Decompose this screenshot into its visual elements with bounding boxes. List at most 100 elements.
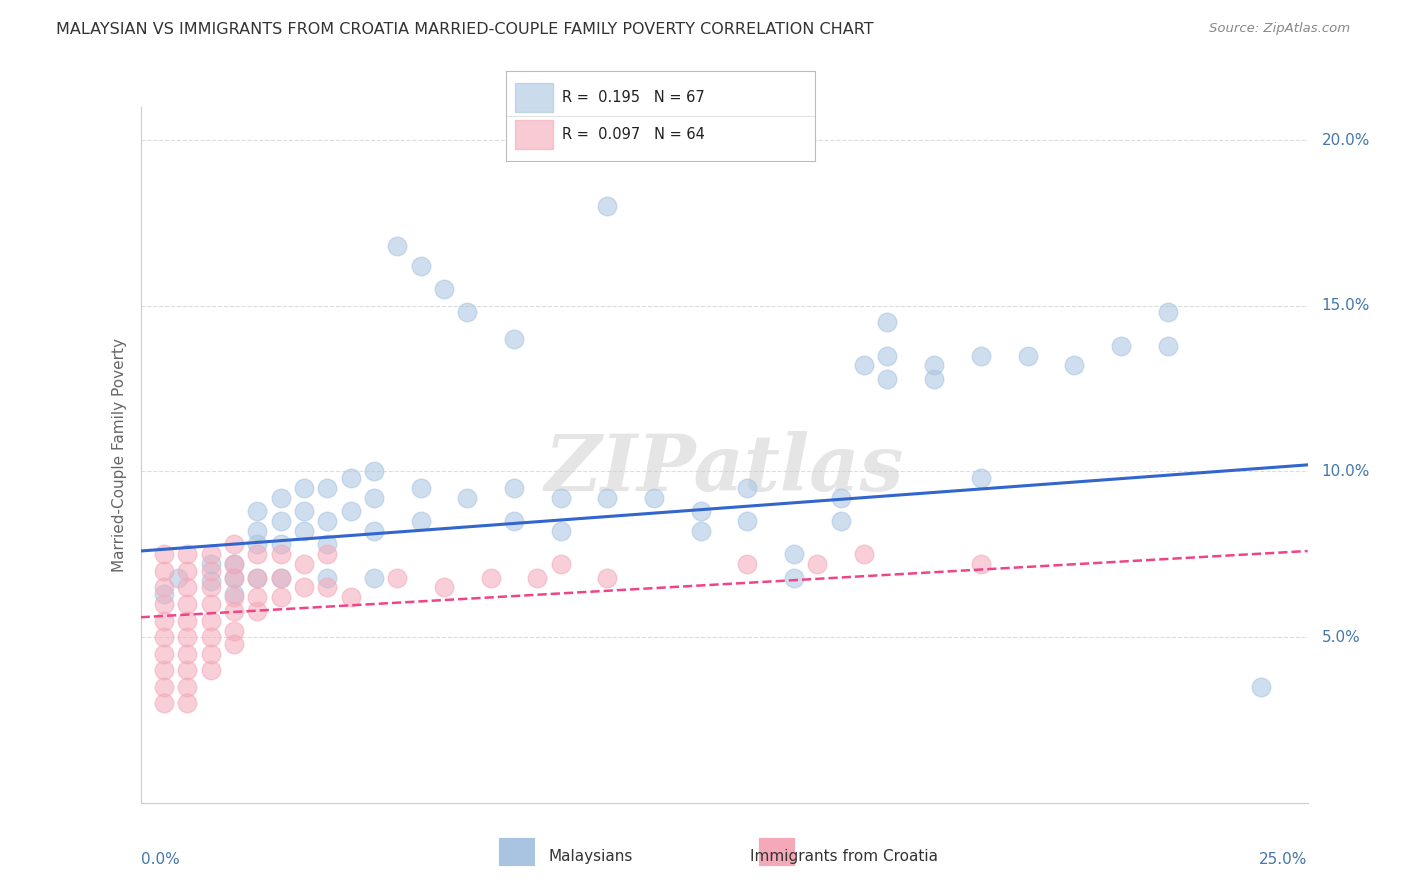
Point — [176, 614, 198, 628]
Point — [737, 514, 759, 528]
Point — [550, 491, 572, 505]
Point — [246, 524, 269, 538]
Point — [853, 359, 876, 373]
Point — [246, 547, 269, 561]
Point — [596, 199, 619, 213]
Point — [550, 524, 572, 538]
Point — [153, 680, 176, 694]
Point — [876, 315, 898, 329]
Point — [246, 591, 269, 605]
Point — [292, 481, 315, 495]
Point — [643, 491, 665, 505]
Text: 25.0%: 25.0% — [1260, 853, 1308, 868]
Point — [830, 491, 852, 505]
Point — [922, 359, 945, 373]
Point — [1109, 338, 1132, 352]
Point — [270, 591, 292, 605]
FancyBboxPatch shape — [516, 83, 553, 112]
Point — [503, 481, 526, 495]
Point — [153, 630, 176, 644]
Text: Source: ZipAtlas.com: Source: ZipAtlas.com — [1209, 22, 1350, 36]
Point — [153, 697, 176, 711]
Text: 20.0%: 20.0% — [1322, 133, 1369, 148]
Point — [222, 591, 245, 605]
Point — [176, 597, 198, 611]
Point — [176, 564, 198, 578]
Point — [363, 491, 385, 505]
Point — [292, 558, 315, 572]
Point — [363, 524, 385, 538]
Point — [1156, 305, 1178, 319]
Point — [222, 624, 245, 638]
Point — [1017, 349, 1039, 363]
Point — [153, 547, 176, 561]
Point — [200, 597, 222, 611]
Point — [153, 614, 176, 628]
Point — [222, 537, 245, 551]
Y-axis label: Married-Couple Family Poverty: Married-Couple Family Poverty — [111, 338, 127, 572]
Text: Immigrants from Croatia: Immigrants from Croatia — [749, 849, 938, 863]
Point — [222, 570, 245, 584]
Point — [153, 587, 176, 601]
Point — [339, 471, 361, 485]
Point — [830, 514, 852, 528]
Point — [200, 614, 222, 628]
Point — [200, 663, 222, 677]
Point — [876, 372, 898, 386]
Text: R =  0.195   N = 67: R = 0.195 N = 67 — [562, 90, 704, 104]
Point — [222, 570, 245, 584]
Point — [456, 305, 478, 319]
Point — [339, 504, 361, 518]
Point — [176, 697, 198, 711]
Point — [246, 570, 269, 584]
Point — [246, 504, 269, 518]
Point — [339, 591, 361, 605]
Point — [270, 514, 292, 528]
Point — [176, 647, 198, 661]
Point — [1156, 338, 1178, 352]
Point — [200, 564, 222, 578]
Point — [200, 558, 222, 572]
Point — [200, 630, 222, 644]
Point — [222, 558, 245, 572]
Point — [970, 558, 993, 572]
Text: R =  0.097   N = 64: R = 0.097 N = 64 — [562, 128, 704, 142]
Point — [316, 537, 339, 551]
Point — [153, 581, 176, 595]
Point — [167, 570, 190, 584]
Point — [153, 647, 176, 661]
Point — [316, 547, 339, 561]
Point — [806, 558, 828, 572]
Point — [316, 481, 339, 495]
Text: 15.0%: 15.0% — [1322, 298, 1369, 313]
Point — [153, 564, 176, 578]
Point — [853, 547, 876, 561]
Point — [689, 524, 711, 538]
Point — [689, 504, 711, 518]
Point — [409, 259, 432, 273]
Point — [526, 570, 548, 584]
Point — [292, 524, 315, 538]
Point — [176, 581, 198, 595]
Point — [433, 581, 456, 595]
Text: Malaysians: Malaysians — [548, 849, 633, 863]
Text: 5.0%: 5.0% — [1322, 630, 1361, 645]
Point — [246, 570, 269, 584]
Point — [246, 537, 269, 551]
Point — [550, 558, 572, 572]
FancyBboxPatch shape — [516, 120, 553, 149]
Point — [456, 491, 478, 505]
Point — [222, 604, 245, 618]
Point — [1250, 680, 1272, 694]
Point — [737, 558, 759, 572]
Point — [596, 491, 619, 505]
Point — [316, 581, 339, 595]
Point — [409, 514, 432, 528]
Point — [970, 471, 993, 485]
Point — [596, 570, 619, 584]
Point — [292, 581, 315, 595]
Point — [316, 570, 339, 584]
Point — [153, 663, 176, 677]
Point — [246, 604, 269, 618]
Point — [387, 239, 409, 253]
